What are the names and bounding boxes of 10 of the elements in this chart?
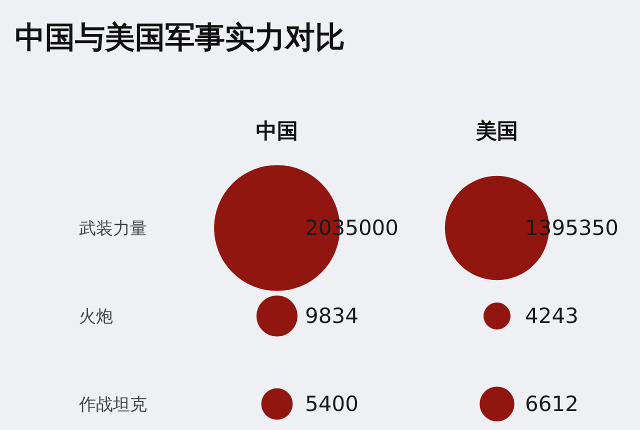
data-label: 6612 <box>525 392 578 416</box>
data-label: 5400 <box>305 392 358 416</box>
category-label: 火炮 <box>79 306 113 327</box>
text: 美国 <box>475 118 518 143</box>
category-label: 武装力量 <box>79 218 147 239</box>
data-label: 9834 <box>305 304 358 328</box>
data-label: 4243 <box>525 304 578 328</box>
category-label: 作战坦克 <box>78 394 147 415</box>
text: 中国 <box>256 118 298 143</box>
text: 中国与美国军事实力对比 <box>15 20 345 56</box>
